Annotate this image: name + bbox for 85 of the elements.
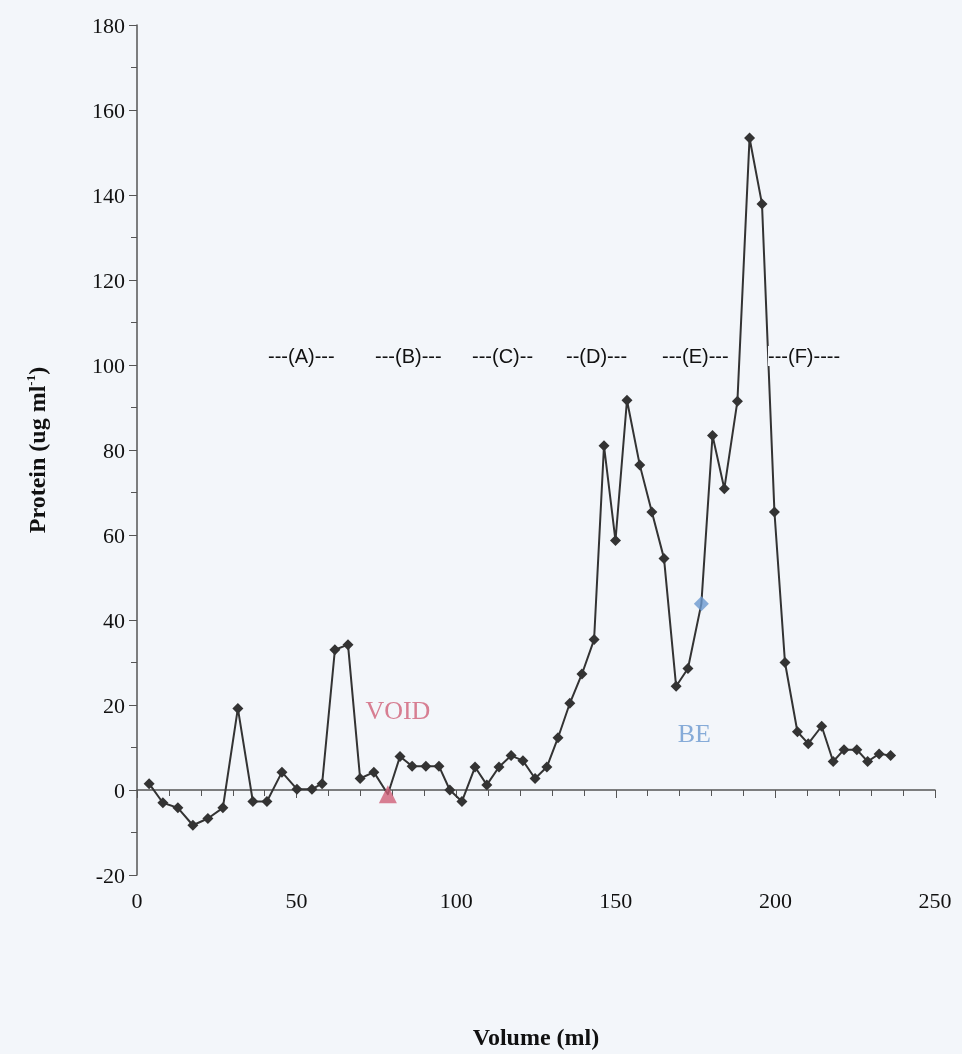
- point: [744, 132, 756, 144]
- point: [885, 750, 897, 762]
- point: [634, 459, 646, 471]
- point: [261, 795, 273, 807]
- point: [779, 657, 791, 668]
- point: [481, 779, 493, 791]
- y-tick-label: 0: [114, 777, 125, 803]
- point: [862, 756, 874, 768]
- x-tick-label: 50: [285, 887, 308, 913]
- y-tick-label: 40: [103, 607, 125, 633]
- x-tick-label: 100: [439, 887, 473, 913]
- x-tick-label: 150: [599, 887, 633, 913]
- y-tick-label: 60: [103, 522, 125, 548]
- point: [378, 785, 397, 804]
- point: [433, 760, 445, 772]
- point: [646, 506, 658, 518]
- point: [768, 506, 780, 518]
- point: [291, 783, 303, 795]
- point: [670, 680, 682, 692]
- annotation: ---(A)---: [268, 345, 335, 367]
- point: [541, 761, 553, 773]
- point: [564, 697, 576, 709]
- y-tick-label: 180: [92, 12, 125, 38]
- point: [217, 802, 229, 814]
- point: [816, 720, 828, 732]
- point: [342, 639, 354, 651]
- point: [756, 198, 768, 210]
- y-tick-label: 140: [92, 182, 125, 208]
- point: [316, 778, 328, 790]
- point: [517, 755, 529, 767]
- point: [406, 760, 418, 772]
- point: [368, 766, 380, 778]
- x-tick-label: 0: [131, 887, 143, 913]
- point: [529, 773, 541, 785]
- point: [202, 812, 214, 824]
- annotation: ---(E)---: [662, 345, 729, 367]
- point: [172, 802, 184, 814]
- point: [456, 795, 468, 807]
- point: [658, 552, 670, 564]
- x-tick-label: 250: [918, 887, 952, 913]
- point: [493, 761, 505, 773]
- point: [232, 702, 244, 714]
- y-tick-label: 80: [103, 437, 125, 463]
- point: [354, 773, 366, 785]
- point: [157, 797, 169, 809]
- point: [827, 756, 839, 768]
- point: [143, 778, 155, 790]
- point: [187, 819, 199, 831]
- x-tick-label: 200: [758, 887, 792, 913]
- point: [609, 535, 621, 547]
- point: [682, 662, 694, 674]
- x-axis-title: Volume (ml): [472, 1024, 600, 1050]
- point: [851, 744, 863, 756]
- annotation: ---(B)---: [375, 345, 442, 367]
- point: [247, 795, 259, 807]
- point: [802, 738, 814, 750]
- annotation: --(D)---: [566, 345, 628, 367]
- point: [552, 732, 564, 744]
- y-tick-label: 120: [92, 267, 125, 293]
- point: [420, 760, 432, 772]
- point: [444, 784, 456, 796]
- point: [469, 761, 481, 773]
- annotation: ---(C)--: [472, 345, 534, 367]
- point: [394, 750, 406, 762]
- y-tick-label: -20: [95, 862, 125, 888]
- point: [329, 644, 341, 656]
- y-tick-label: 20: [103, 692, 125, 718]
- y-axis-title: Protein (ug ml-1): [23, 366, 50, 534]
- y-tick-label: 160: [92, 97, 125, 123]
- annotation: ---(F)----: [768, 345, 841, 367]
- point: [576, 668, 588, 680]
- point: [306, 783, 318, 795]
- y-tick-label: 100: [92, 352, 125, 378]
- point: [693, 596, 709, 612]
- point: [873, 748, 885, 760]
- point: [838, 744, 850, 756]
- point: [276, 766, 288, 778]
- point: [621, 394, 633, 406]
- point: [731, 395, 743, 407]
- point: [791, 726, 803, 738]
- text: BE: [677, 719, 711, 749]
- text: VOID: [365, 695, 431, 725]
- point: [505, 750, 517, 762]
- point: [718, 483, 730, 495]
- point: [588, 634, 600, 646]
